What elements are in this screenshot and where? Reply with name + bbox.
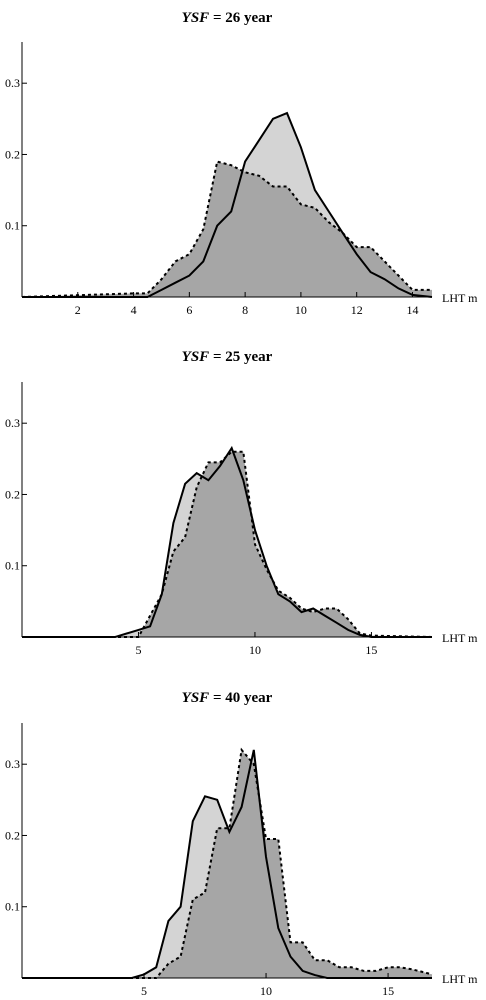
y-tick-label: 0.1 — [5, 559, 20, 573]
y-tick-label: 0.1 — [5, 219, 20, 233]
solid-series-line — [22, 749, 432, 979]
y-tick-label: 0.3 — [5, 416, 20, 430]
y-tick-label: 0.2 — [5, 487, 20, 501]
chart-title: YSF = 26 year — [182, 10, 273, 26]
chart-title-variable: YSF — [182, 10, 210, 26]
x-tick-label: 2 — [75, 303, 81, 317]
solid-series-line — [22, 445, 432, 638]
dashed-series-area — [22, 749, 432, 978]
y-tick-label: 0.2 — [5, 828, 20, 842]
x-tick-label: 14 — [406, 303, 418, 317]
x-tick-label: 6 — [186, 303, 192, 317]
x-tick-label: 5 — [135, 643, 141, 657]
x-tick-label: 10 — [249, 643, 261, 657]
chart-title-value: = 40 year — [209, 690, 272, 706]
dashed-series-line — [21, 160, 432, 298]
x-tick-label: 10 — [260, 984, 272, 998]
x-axis-label: LHT m — [442, 972, 478, 986]
x-axis-label: LHT m — [442, 631, 478, 645]
x-tick-label: 15 — [382, 984, 394, 998]
x-tick-label: 4 — [131, 303, 137, 317]
y-tick-label: 0.1 — [5, 900, 20, 914]
x-tick-label: 8 — [242, 303, 248, 317]
dashed-series-line — [22, 450, 433, 638]
dashed-series-area — [22, 161, 432, 297]
chart-panel-2: YSF = 25 year 5 10 15 0.1 0.2 0.3 LHT m — [5, 349, 478, 657]
y-tick-label: 0.3 — [5, 757, 20, 771]
chart-title-variable: YSF — [182, 690, 210, 706]
y-tick-label: 0.3 — [5, 76, 20, 90]
chart-title-value: = 25 year — [209, 349, 272, 365]
chart-panel-1: YSF = 26 year 2 4 6 8 10 12 14 0.1 0.2 0.3 LHT m — [5, 10, 478, 317]
x-axis-label: LHT m — [442, 291, 478, 305]
x-tick-label: 5 — [141, 984, 147, 998]
y-tick-label: 0.2 — [5, 147, 20, 161]
x-tick-label: 12 — [351, 303, 363, 317]
chart-title: YSF = 40 year — [182, 690, 273, 706]
chart-title-variable: YSF — [182, 349, 210, 365]
chart-title-value: = 26 year — [209, 10, 272, 26]
x-tick-label: 15 — [365, 643, 377, 657]
chart-title: YSF = 25 year — [182, 349, 273, 365]
x-tick-label: 10 — [295, 303, 307, 317]
chart-panel-3: YSF = 40 year 5 10 15 0.1 0.2 0.3 LHT m — [5, 690, 478, 998]
dashed-series-area — [22, 451, 432, 637]
solid-series-line — [22, 111, 433, 298]
